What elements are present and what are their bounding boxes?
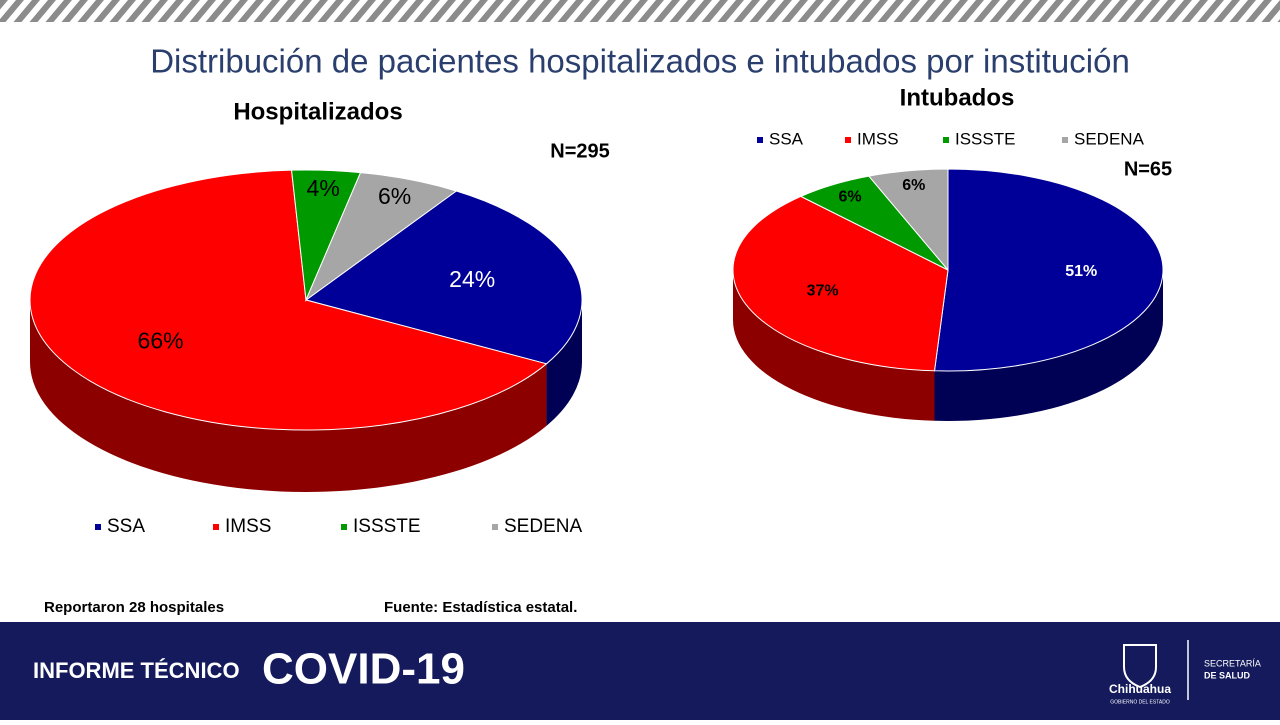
data-label: 4% — [307, 175, 340, 201]
slice — [933, 168, 1164, 372]
footer-banner — [0, 622, 1280, 720]
dept-line: SECRETARÍA — [1204, 658, 1261, 668]
data-label: 24% — [449, 266, 495, 292]
banner-label: INFORME TÉCNICO — [33, 658, 240, 683]
legend-swatch — [757, 137, 763, 143]
banner-title: COVID-19 — [262, 645, 465, 694]
slice-side — [30, 300, 547, 492]
slice — [29, 169, 548, 431]
legend-swatch — [1062, 137, 1068, 143]
chart-subtitle: N=65 — [1124, 158, 1172, 180]
slice — [732, 195, 949, 372]
legend-label: SEDENA — [1074, 129, 1145, 148]
chart-title: Hospitalizados — [233, 98, 402, 125]
legend-label: SSA — [107, 516, 145, 537]
logo-text: Chihuahua — [1109, 682, 1171, 696]
logo-shield — [1123, 644, 1157, 689]
legend-label: SSA — [769, 129, 804, 148]
legend-swatch — [95, 524, 101, 530]
legend-label: IMSS — [225, 516, 271, 537]
slice — [867, 168, 949, 272]
legend-swatch — [341, 524, 347, 530]
legend-swatch — [845, 137, 851, 143]
legend-swatch — [492, 524, 498, 530]
chart-subtitle: N=295 — [550, 140, 610, 162]
legend-label: ISSSTE — [955, 129, 1015, 148]
slice — [304, 190, 583, 365]
dept-line: DE SALUD — [1204, 670, 1251, 680]
slice — [304, 172, 458, 302]
top-stripes — [0, 0, 1280, 22]
data-label: 66% — [138, 328, 184, 354]
slice-side — [546, 300, 582, 426]
data-label: 6% — [839, 189, 862, 206]
legend-swatch — [943, 137, 949, 143]
chart-title: Intubados — [900, 84, 1015, 111]
data-label: 6% — [902, 177, 925, 194]
logo-subtext: GOBIERNO DEL ESTADO — [1110, 699, 1170, 705]
footnote: Reportaron 28 hospitales — [44, 599, 224, 616]
legend-label: SEDENA — [504, 516, 582, 537]
source: Fuente: Estadística estatal. — [384, 599, 577, 616]
slice-side — [934, 270, 1163, 421]
data-label: 37% — [807, 282, 839, 299]
legend-label: ISSSTE — [353, 516, 421, 537]
slide-title: Distribución de pacientes hospitalizados… — [150, 43, 1130, 80]
legend-swatch — [213, 524, 219, 530]
data-label: 6% — [378, 183, 411, 209]
slice-side — [733, 270, 935, 421]
legend-label: IMSS — [857, 129, 899, 148]
data-label: 51% — [1065, 263, 1097, 280]
